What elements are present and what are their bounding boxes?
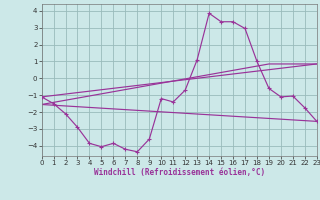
- X-axis label: Windchill (Refroidissement éolien,°C): Windchill (Refroidissement éolien,°C): [94, 168, 265, 177]
